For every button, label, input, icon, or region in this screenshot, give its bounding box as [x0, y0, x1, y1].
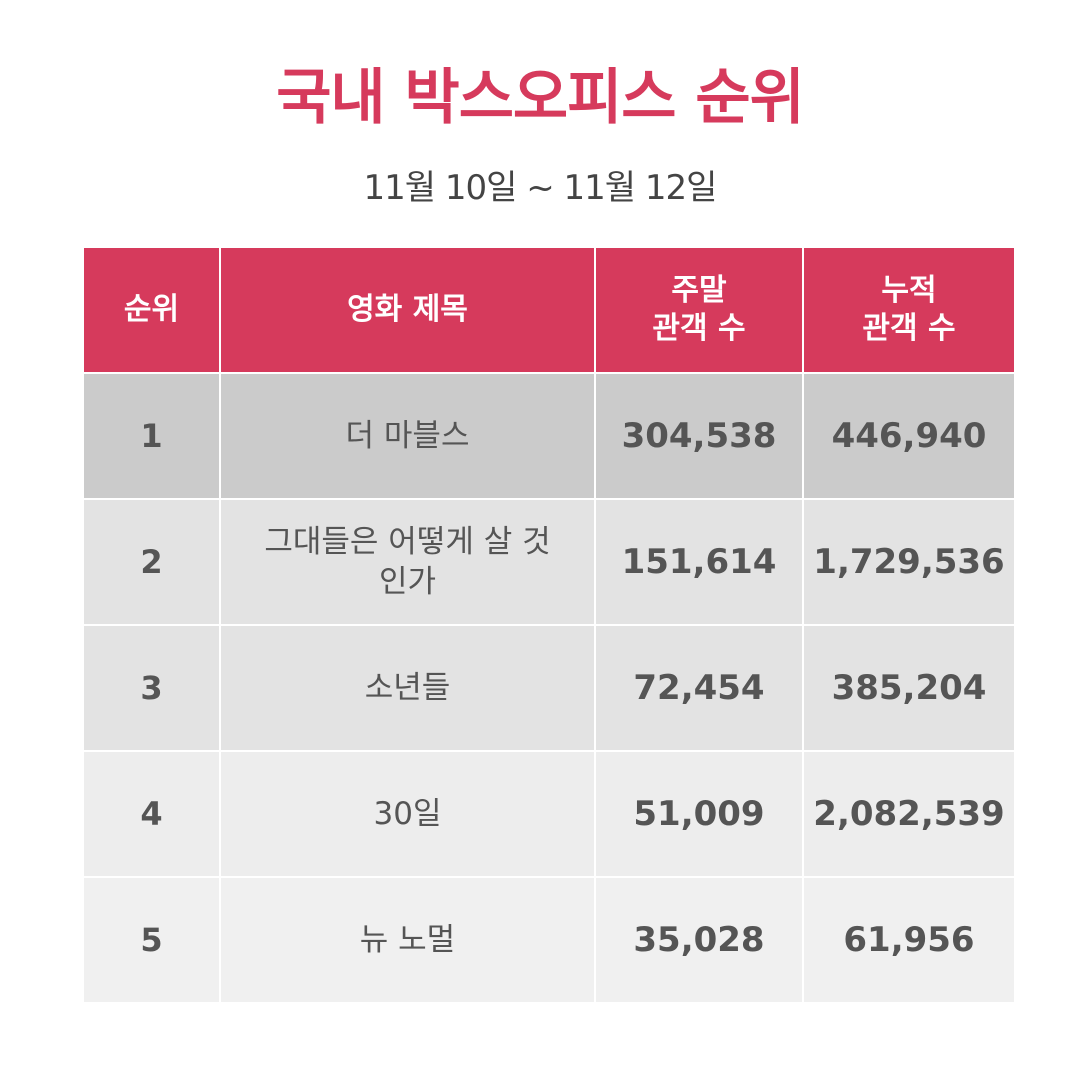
table-cell-weekend: 72,454 [596, 626, 802, 750]
table-cell-total: 385,204 [804, 626, 1014, 750]
header-weekend-line2: 관객 수 [652, 311, 746, 346]
table-cell-total: 61,956 [804, 878, 1014, 1002]
table-cell-weekend: 304,538 [596, 374, 802, 498]
header-rank: 순위 [84, 248, 219, 372]
table-cell-total: 2,082,539 [804, 752, 1014, 876]
header-total-audience: 누적 관객 수 [804, 248, 1014, 372]
table-cell-movie: 30일 [221, 752, 594, 876]
table-cell-movie: 더 마블스 [221, 374, 594, 498]
table-cell-rank: 1 [84, 374, 219, 498]
table-cell-rank: 5 [84, 878, 219, 1002]
table-cell-movie: 뉴 노멀 [221, 878, 594, 1002]
header-weekend-audience: 주말 관객 수 [596, 248, 802, 372]
box-office-table: 순위 영화 제목 주말 관객 수 누적 관객 수 1 더 마블스 304,538… [84, 248, 1014, 1002]
header-total-line1: 누적 [881, 273, 937, 308]
date-range: 11월 10일 ~ 11월 12일 [363, 168, 718, 208]
table-cell-weekend: 151,614 [596, 500, 802, 624]
table-cell-weekend: 51,009 [596, 752, 802, 876]
header-total-line2: 관객 수 [862, 311, 956, 346]
table-cell-rank: 2 [84, 500, 219, 624]
table-cell-movie: 소년들 [221, 626, 594, 750]
table-cell-rank: 4 [84, 752, 219, 876]
page-title: 국내 박스오피스 순위 [276, 63, 805, 133]
table-cell-rank: 3 [84, 626, 219, 750]
table-cell-total: 446,940 [804, 374, 1014, 498]
table-cell-movie: 그대들은 어떻게 살 것인가 [221, 500, 594, 624]
table-cell-total: 1,729,536 [804, 500, 1014, 624]
table-cell-weekend: 35,028 [596, 878, 802, 1002]
header-movie-title: 영화 제목 [221, 248, 594, 372]
header-weekend-line1: 주말 [671, 273, 727, 308]
